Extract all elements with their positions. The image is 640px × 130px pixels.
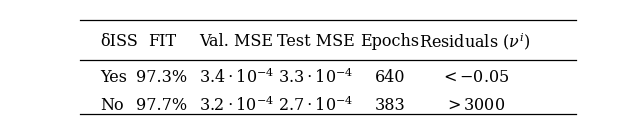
- Text: $3.2 \cdot 10^{-4}$: $3.2 \cdot 10^{-4}$: [198, 96, 274, 115]
- Text: δISS: δISS: [100, 33, 138, 50]
- Text: $3.4 \cdot 10^{-4}$: $3.4 \cdot 10^{-4}$: [198, 68, 274, 87]
- Text: Test MSE: Test MSE: [276, 33, 355, 50]
- Text: $2.7 \cdot 10^{-4}$: $2.7 \cdot 10^{-4}$: [278, 96, 353, 115]
- Text: $> 3000$: $> 3000$: [444, 97, 505, 114]
- Text: 640: 640: [375, 69, 405, 86]
- Text: FIT: FIT: [148, 33, 176, 50]
- Text: Epochs: Epochs: [360, 33, 420, 50]
- Text: 97.3%: 97.3%: [136, 69, 188, 86]
- Text: $< -0.05$: $< -0.05$: [440, 69, 509, 86]
- Text: 383: 383: [374, 97, 405, 114]
- Text: Val. MSE: Val. MSE: [199, 33, 273, 50]
- Text: $3.3 \cdot 10^{-4}$: $3.3 \cdot 10^{-4}$: [278, 68, 353, 87]
- Text: Yes: Yes: [100, 69, 127, 86]
- Text: Residuals ($\nu^i$): Residuals ($\nu^i$): [419, 31, 530, 52]
- Text: No: No: [100, 97, 124, 114]
- Text: 97.7%: 97.7%: [136, 97, 188, 114]
